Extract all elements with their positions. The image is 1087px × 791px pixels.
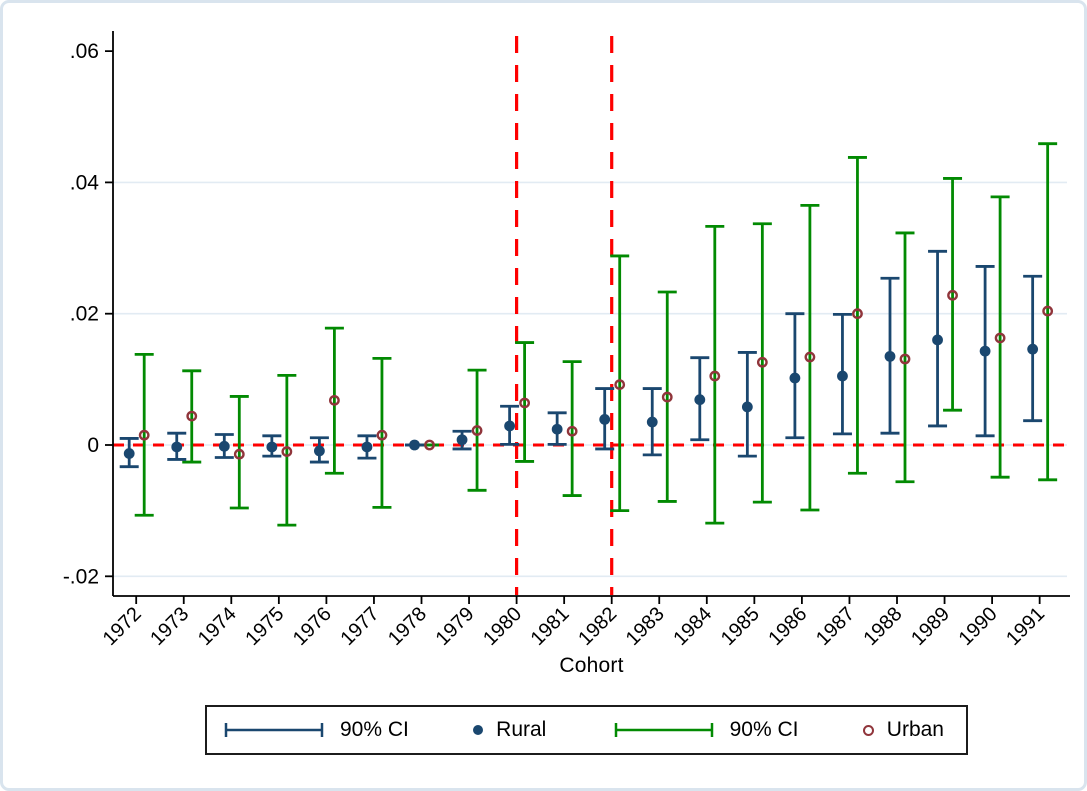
x-tick-label: 1988: [860, 603, 907, 650]
x-tick-label: 1985: [717, 603, 764, 650]
x-tick-label: 1981: [527, 603, 574, 650]
x-tick-label: 1983: [622, 603, 669, 650]
legend-item-rural: Rural: [473, 718, 546, 742]
x-tick-label: 1990: [955, 603, 1002, 650]
x-tick-label: 1976: [289, 603, 336, 650]
legend-label-urban: Urban: [886, 718, 944, 741]
rural-marker-icon: [473, 725, 484, 735]
y-gridlines: [113, 181, 1067, 578]
y-tick-label: .04: [70, 171, 100, 194]
x-tick-label: 1982: [574, 603, 621, 650]
x-axis-ticks: 1972 1973 1974 1975 1976 1977 1978 1979 1980 1981…: [99, 596, 1049, 650]
legend-label-rural-ci: 90% CI: [340, 718, 409, 741]
y-tick-label: 0: [87, 434, 99, 457]
y-tick-label: .02: [70, 303, 99, 326]
urban-ci-swatch-icon: [614, 723, 713, 737]
x-tick-label: 1973: [146, 603, 193, 650]
x-tick-label: 1977: [336, 603, 383, 650]
legend-item-rural-ci: 90% CI: [221, 718, 409, 742]
x-tick-label: 1979: [432, 603, 479, 650]
y-axis-ticks: -.02 0 .02 .04 .06: [63, 40, 113, 588]
urban-marker-icon: [862, 724, 874, 736]
reference-lines: [113, 36, 1065, 595]
rural-ci-swatch-icon: [224, 723, 324, 737]
x-tick-label: 1991: [1002, 603, 1049, 650]
x-tick-label: 1974: [194, 603, 241, 650]
legend-item-urban: Urban: [862, 718, 944, 742]
x-tick-label: 1980: [479, 603, 526, 650]
x-tick-label: 1975: [241, 603, 288, 650]
y-tick-label: -.02: [63, 565, 99, 588]
legend-item-urban-ci: 90% CI: [611, 718, 799, 742]
y-tick-label: .06: [70, 40, 99, 63]
x-tick-label: 1989: [907, 603, 954, 650]
x-tick-label: 1984: [669, 603, 716, 650]
legend-label-rural: Rural: [496, 718, 547, 741]
x-tick-label: 1987: [812, 603, 859, 650]
x-tick-label: 1972: [99, 603, 146, 650]
x-tick-label: 1978: [384, 603, 431, 650]
x-axis-title: Cohort: [559, 654, 624, 677]
legend-label-urban-ci: 90% CI: [729, 718, 799, 741]
series-urban: [134, 142, 1058, 527]
x-tick-label: 1986: [764, 603, 811, 650]
legend-box: 90% CI Rural 90% CI Urban: [205, 705, 968, 755]
series-rural: [119, 249, 1043, 469]
